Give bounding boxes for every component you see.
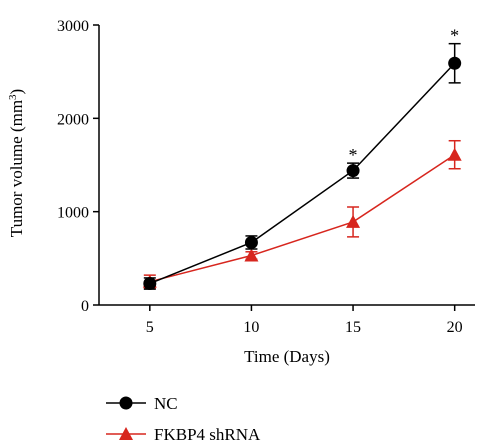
x-axis-label: Time (Days): [244, 347, 330, 366]
x-tick-label: 15: [345, 319, 361, 336]
data-point-fkbp4-shrna: [447, 147, 462, 161]
y-axis-label-main: Tumor volume (mm: [7, 100, 26, 237]
series-line-nc: [149, 62, 456, 285]
series-layer: [142, 42, 462, 291]
axes: 0 1000 2000 3000 5 10 15 20: [57, 18, 475, 336]
data-point-fkbp4-shrna: [346, 214, 361, 228]
x-ticks: 5 10 15 20: [146, 305, 463, 336]
data-point-nc: [143, 277, 157, 291]
y-tick-label: 1000: [57, 205, 89, 222]
y-axis-label: Tumor volume (mm3): [7, 89, 26, 237]
significance-asterisk: *: [450, 26, 459, 46]
data-point-nc: [448, 56, 462, 70]
significance-annotations: **: [349, 26, 460, 165]
series-line-fkbp4-shrna: [149, 154, 456, 283]
legend-item-nc: NC: [106, 394, 178, 413]
x-tick-label: 10: [243, 319, 259, 336]
y-axis-label-close: ): [7, 89, 26, 95]
legend-item-fkbp4-shrna: FKBP4 shRNA: [106, 425, 261, 440]
y-tick-label: 3000: [57, 18, 89, 35]
significance-asterisk: *: [349, 145, 358, 165]
series-fkbp4-shrna: [142, 139, 462, 289]
legend-label: FKBP4 shRNA: [154, 425, 261, 440]
x-tick-label: 5: [146, 319, 154, 336]
series-nc: [143, 42, 462, 291]
data-point-fkbp4-shrna: [244, 248, 259, 262]
y-ticks: 0 1000 2000 3000: [57, 18, 99, 315]
y-tick-label: 0: [81, 298, 89, 315]
legend-marker-triangle: [119, 427, 133, 440]
data-point-nc: [346, 164, 360, 178]
x-tick-label: 20: [447, 319, 463, 336]
legend-label: NC: [154, 394, 178, 413]
data-point-nc: [244, 235, 258, 249]
y-tick-label: 2000: [57, 111, 89, 128]
legend-marker-circle: [119, 396, 133, 410]
y-axis-label-superscript: 3: [7, 94, 19, 100]
legend: NC FKBP4 shRNA: [106, 394, 261, 440]
